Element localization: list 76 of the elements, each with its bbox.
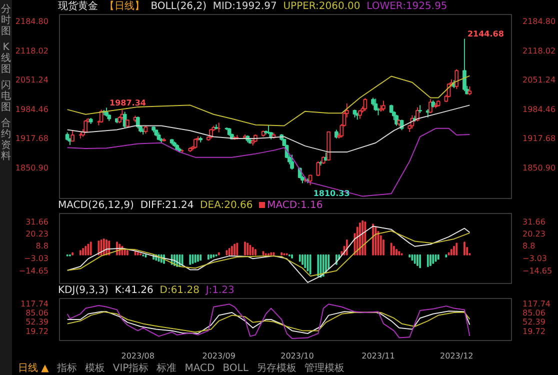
- text: 分时图: [1, 4, 11, 37]
- text: 另存模板: [256, 363, 296, 374]
- x-tick-label: 2023/08: [121, 352, 154, 360]
- candlestick: [382, 100, 386, 112]
- y2-tick-label: 31.66: [522, 217, 546, 226]
- text: 管理模板: [304, 363, 344, 374]
- candlestick: [193, 138, 198, 150]
- y-tick-label: 20.23: [26, 229, 49, 238]
- text: 指标: [56, 363, 77, 374]
- text: 日线 ▲: [18, 363, 49, 374]
- x-tick-label: 2023/11: [362, 352, 395, 360]
- annotation: 1810.33: [313, 189, 350, 198]
- text: LOWER:1925.95: [366, 1, 448, 12]
- y2-tick-label: 2118.02: [522, 46, 556, 56]
- y-tick-label: 117.74: [20, 299, 49, 308]
- series-label: J:1.23: [206, 285, 234, 296]
- y2-tick-label: 20.23: [522, 229, 546, 238]
- text: D:61.28: [160, 285, 200, 296]
- chart-subtitle: 【日线】: [104, 1, 144, 12]
- legend-title: BOLL(26,2): [150, 1, 206, 12]
- y-tick-label: 1850.90: [15, 163, 49, 172]
- line-series: [66, 104, 470, 153]
- text: DEA:20.66: [200, 200, 253, 211]
- candlestick: [462, 38, 466, 92]
- text: UPPER:2060.00: [283, 1, 360, 12]
- text: 闪电图: [1, 80, 11, 113]
- text: 合约资料: [1, 118, 11, 162]
- y-tick-label: 19.72: [26, 326, 49, 336]
- text: K线图: [1, 42, 11, 75]
- legend-title: MACD(26,12,9): [58, 200, 134, 211]
- x-tick-label: 2023/12: [440, 352, 474, 360]
- y2-tick-label: −14.65: [522, 266, 552, 276]
- text: MID:1992.97: [212, 1, 277, 12]
- text: BOLL: [222, 363, 248, 374]
- line-series: [66, 226, 470, 283]
- y-tick-label: −3.03: [24, 254, 48, 264]
- y-tick-label: 1984.46: [15, 104, 49, 114]
- candlestick: [363, 98, 368, 112]
- y-tick-label: 1917.68: [15, 134, 49, 144]
- y2-tick-label: 85.06: [522, 308, 546, 318]
- chart-title: 现货黄金: [58, 1, 98, 12]
- y-tick-label: −14.65: [18, 266, 49, 276]
- text: DIFF:21.24: [140, 200, 194, 211]
- y-tick-label: 8.8: [36, 242, 49, 251]
- y-tick-label: 2118.02: [15, 46, 49, 56]
- y-tick-label: 85.06: [26, 308, 49, 318]
- y-tick-label: 31.66: [26, 217, 49, 226]
- y-tick-label: 2051.24: [15, 76, 49, 85]
- text: 模板: [84, 363, 105, 374]
- y2-tick-label: 1984.46: [522, 104, 556, 114]
- text: MACD: [184, 363, 215, 374]
- y2-tick-label: −3.03: [522, 254, 548, 264]
- text: 标准: [156, 363, 177, 374]
- y-tick-label: 52.39: [26, 318, 49, 327]
- candlestick: [290, 154, 294, 170]
- y2-tick-label: 52.39: [522, 318, 546, 327]
- line-series: [66, 304, 470, 340]
- annotation: 2144.68: [467, 30, 504, 39]
- series-label: K:41.26: [114, 285, 154, 296]
- line-series: [66, 128, 470, 197]
- y2-tick-label: 8.8: [522, 242, 536, 251]
- y2-tick-label: 1850.90: [522, 163, 556, 172]
- x-tick-label: 2023/10: [280, 352, 314, 360]
- y2-tick-label: 2051.24: [522, 76, 556, 85]
- legend-label: MACD:1.16: [267, 200, 323, 211]
- y2-tick-label: 1917.68: [522, 134, 556, 144]
- y2-tick-label: 117.74: [522, 299, 550, 308]
- line-series: [66, 230, 470, 277]
- y2-tick-label: 19.72: [522, 326, 546, 336]
- x-tick-label: 2023/09: [202, 352, 236, 360]
- text: VIP指标: [112, 363, 149, 374]
- legend-title: KDJ(9,3,3): [58, 285, 108, 296]
- y2-tick-label: 2184.80: [522, 17, 556, 26]
- annotation: 1987.34: [110, 98, 146, 108]
- candlestick: [84, 120, 88, 134]
- y-tick-label: 2184.80: [15, 17, 49, 26]
